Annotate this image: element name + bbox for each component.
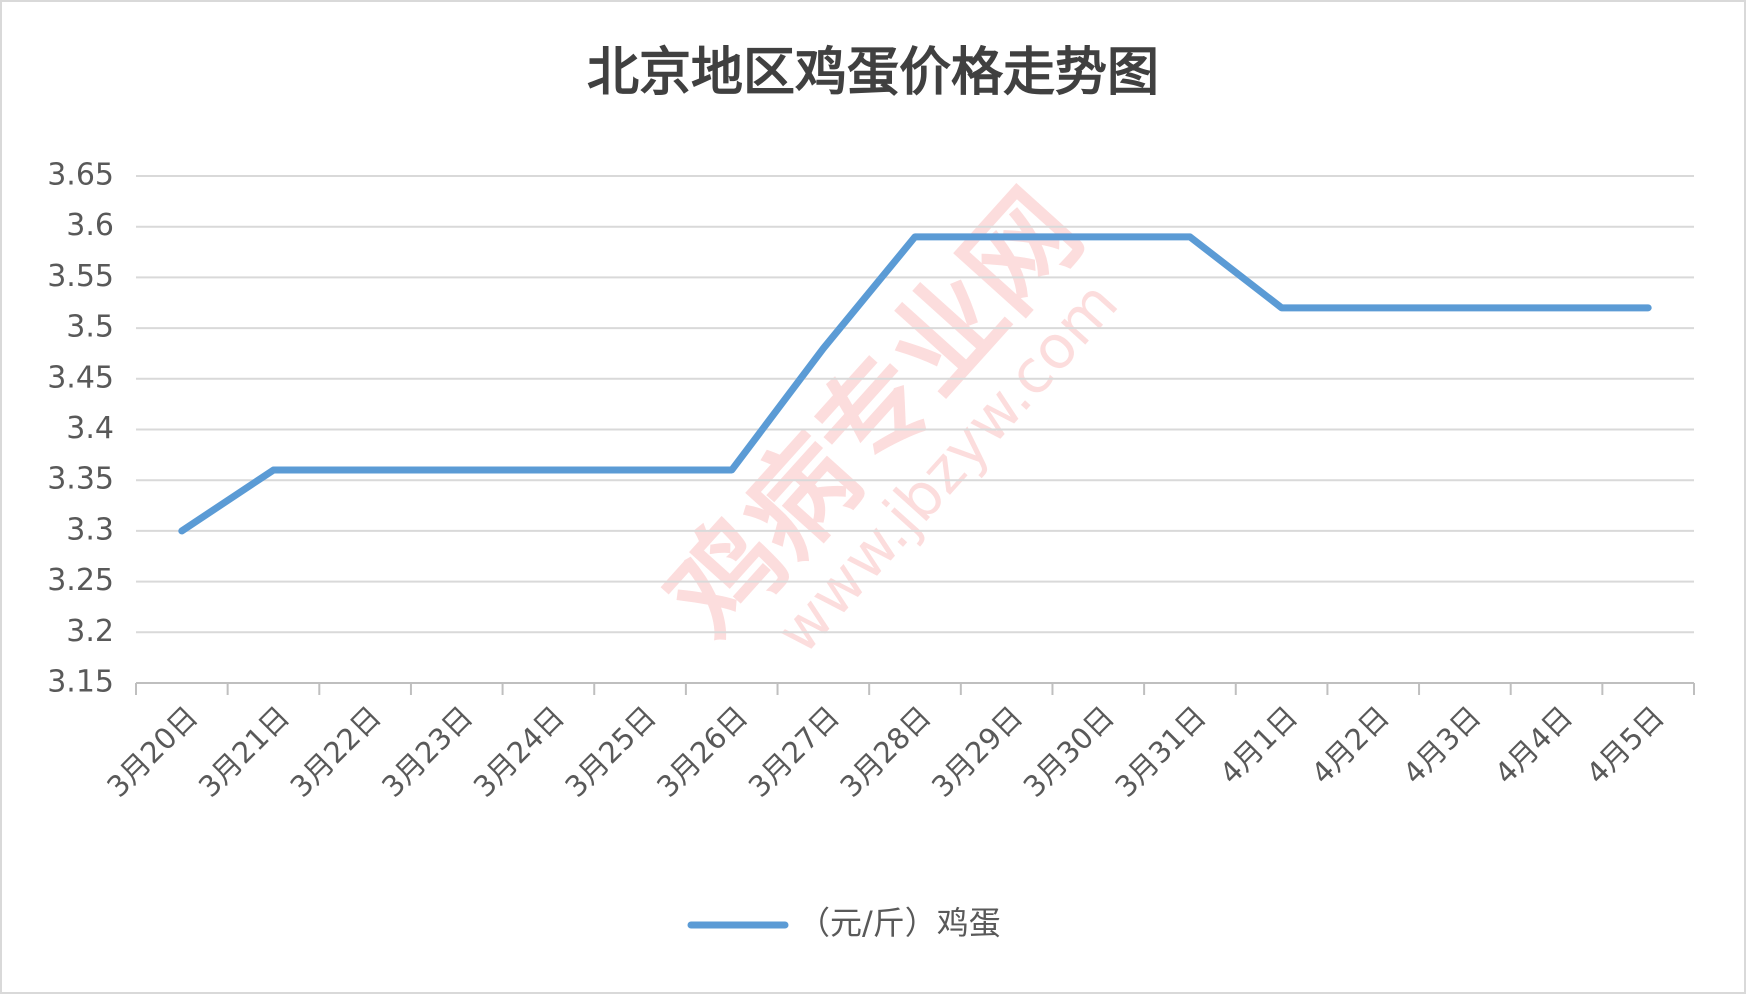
y-tick-label: 3.3 <box>66 512 114 547</box>
y-tick-label: 3.35 <box>47 462 114 497</box>
y-tick-label: 3.2 <box>66 614 114 649</box>
y-tick-label: 3.65 <box>47 158 114 193</box>
y-tick-label: 3.15 <box>47 665 114 700</box>
y-tick-label: 3.45 <box>47 360 114 395</box>
y-tick-label: 3.4 <box>66 411 114 446</box>
series-line <box>178 233 1652 535</box>
y-tick-label: 3.25 <box>47 563 114 598</box>
y-tick-label: 3.5 <box>66 310 114 345</box>
y-tick-label: 3.6 <box>66 208 114 243</box>
chart-title: 北京地区鸡蛋价格走势图 <box>587 43 1159 103</box>
y-tick-label: 3.55 <box>47 259 114 294</box>
legend-label: （元/斤）鸡蛋 <box>798 904 1001 942</box>
